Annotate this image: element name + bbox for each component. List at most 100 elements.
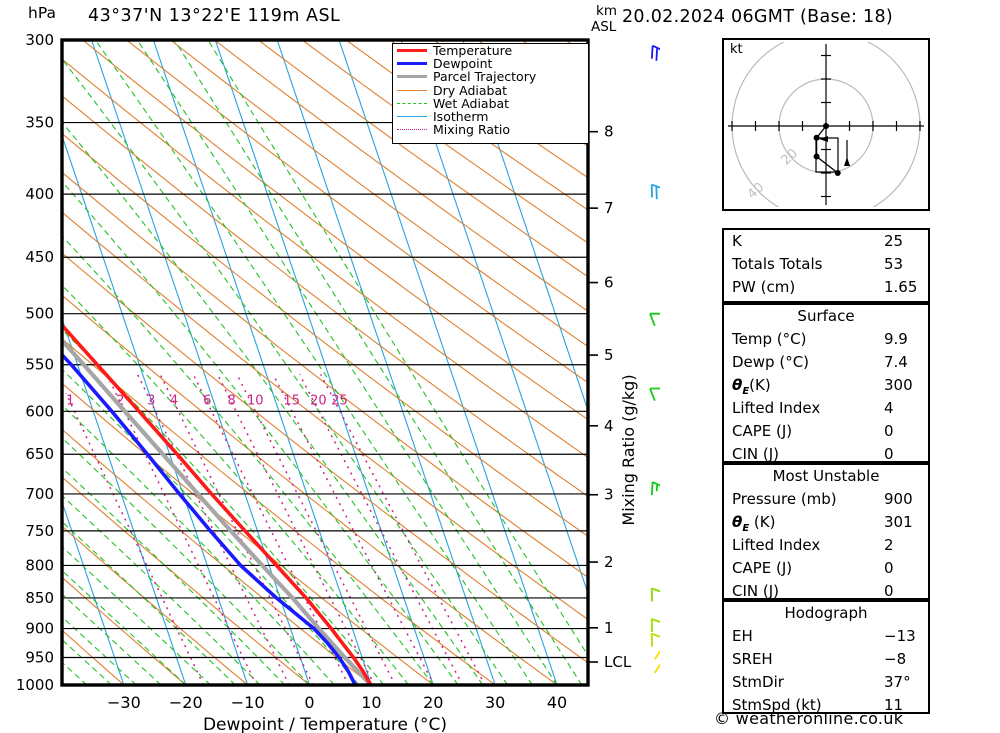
svg-text:700: 700 — [25, 485, 54, 503]
surface-row: θE(K) 300 — [724, 374, 928, 397]
hodograph-stats-panel: Hodograph EH −13 SREH −8 StmDir 37° StmSpd (kt)… — [722, 600, 930, 714]
most-unstable-row-label: Lifted Index — [732, 536, 821, 554]
legend-label: Temperature — [433, 43, 513, 59]
hodograph-row: StmDir 37° — [724, 671, 928, 694]
most-unstable-row: θE (K) 301 — [724, 511, 928, 534]
svg-text:1: 1 — [66, 393, 74, 408]
most-unstable-title: Most Unstable — [772, 467, 880, 485]
pressure-unit-label: hPa — [28, 4, 56, 22]
svg-text:750: 750 — [25, 522, 54, 540]
svg-text:20: 20 — [423, 693, 443, 712]
legend-item: Temperature — [393, 44, 588, 57]
svg-text:Mixing Ratio (g/kg): Mixing Ratio (g/kg) — [619, 374, 638, 525]
svg-text:7: 7 — [604, 199, 614, 217]
hodograph-row-label: StmSpd (kt) — [732, 696, 822, 714]
svg-text:0: 0 — [304, 693, 314, 712]
height-unit-label-line2: ASL — [591, 19, 617, 35]
legend-label: Dewpoint — [433, 56, 493, 72]
svg-text:LCL: LCL — [604, 653, 632, 671]
most-unstable-row-value: 301 — [884, 513, 913, 531]
svg-text:4: 4 — [170, 393, 178, 408]
skewt-chart: 1 2 3 4 6 8 10 15 20 2530035040045050055060065070… — [16, 31, 660, 733]
svg-text:4: 4 — [604, 417, 614, 435]
svg-text:550: 550 — [25, 356, 54, 374]
most-unstable-row-value: 0 — [884, 582, 894, 600]
most-unstable-row-value: 900 — [884, 490, 913, 508]
svg-text:950: 950 — [25, 649, 54, 667]
most-unstable-row-value: 2 — [884, 536, 894, 554]
legend-item: Isotherm — [393, 110, 588, 123]
indices-row: K 25 — [724, 230, 928, 253]
legend-swatch-icon — [397, 102, 427, 104]
legend-swatch-icon — [397, 89, 427, 91]
most-unstable-row-label: Pressure (mb) — [732, 490, 837, 508]
svg-text:3: 3 — [147, 393, 155, 408]
surface-row-value: 7.4 — [884, 353, 908, 371]
hodograph-title: Hodograph — [784, 604, 868, 622]
surface-row-label: θE(K) — [732, 376, 771, 397]
svg-text:8: 8 — [604, 123, 614, 141]
most-unstable-row-label: θE (K) — [732, 513, 776, 534]
surface-row-label: CIN (J) — [732, 445, 780, 463]
legend-swatch-icon — [397, 62, 427, 66]
hodograph-row: SREH −8 — [724, 648, 928, 671]
indices-row-value: 1.65 — [884, 278, 918, 296]
legend-item: Mixing Ratio — [393, 123, 588, 136]
svg-text:450: 450 — [25, 248, 54, 266]
indices-row: Totals Totals 53 — [724, 253, 928, 276]
surface-row-label: Lifted Index — [732, 399, 821, 417]
most-unstable-row: Lifted Index 2 — [724, 534, 928, 557]
surface-row-label: CAPE (J) — [732, 422, 793, 440]
surface-row-value: 300 — [884, 376, 913, 394]
surface-row: Lifted Index 4 — [724, 397, 928, 420]
surface-row-label: Dewp (°C) — [732, 353, 810, 371]
surface-row-label: Temp (°C) — [732, 330, 807, 348]
hodograph-row-label: EH — [732, 627, 753, 645]
svg-text:1: 1 — [604, 619, 614, 637]
page-title: 43°37'N 13°22'E 119m ASL — [88, 6, 341, 26]
most-unstable-row: Pressure (mb) 900 — [724, 488, 928, 511]
svg-text:20: 20 — [310, 393, 327, 408]
svg-text:3: 3 — [604, 486, 614, 504]
svg-text:10: 10 — [361, 693, 381, 712]
svg-text:5: 5 — [604, 346, 614, 364]
indices-row-label: PW (cm) — [732, 278, 796, 296]
surface-panel: Surface Temp (°C) 9.9 Dewp (°C) 7.4 θE(K) 300 L… — [722, 303, 930, 463]
most-unstable-row: CAPE (J) 0 — [724, 557, 928, 580]
most-unstable-row-label: CIN (J) — [732, 582, 780, 600]
svg-text:8: 8 — [228, 393, 236, 408]
svg-text:6: 6 — [203, 393, 211, 408]
svg-text:2: 2 — [116, 393, 124, 408]
indices-row-value: 25 — [884, 232, 904, 250]
most-unstable-panel: Most Unstable Pressure (mb) 900 θE (K) 301 Li… — [722, 463, 930, 600]
legend-swatch-icon — [397, 129, 427, 131]
legend-label: Isotherm — [433, 109, 489, 125]
surface-row: Temp (°C) 9.9 — [724, 328, 928, 351]
hodograph-row-value: 37° — [884, 673, 911, 691]
svg-text:10: 10 — [247, 393, 264, 408]
datetime-label: 20.02.2024 06GMT (Base: 18) — [622, 7, 894, 27]
svg-text:900: 900 — [25, 620, 54, 638]
hodograph-row-label: StmDir — [732, 673, 784, 691]
svg-text:30: 30 — [485, 693, 505, 712]
surface-row-value: 0 — [884, 422, 894, 440]
legend-item: Parcel Trajectory — [393, 70, 588, 83]
svg-text:−20: −20 — [169, 693, 203, 712]
height-unit-label-line1: km — [596, 3, 617, 19]
svg-text:Dewpoint / Temperature (°C): Dewpoint / Temperature (°C) — [203, 715, 447, 733]
indices-panel: K 25 Totals Totals 53 PW (cm) 1.65 — [722, 228, 930, 303]
chart-legend: Temperature Dewpoint Parcel Trajectory Dry … — [392, 43, 589, 144]
svg-text:40: 40 — [745, 180, 767, 202]
legend-label: Mixing Ratio — [433, 122, 511, 138]
legend-swatch-icon — [397, 75, 427, 79]
surface-row: Dewp (°C) 7.4 — [724, 351, 928, 374]
svg-text:500: 500 — [25, 305, 54, 323]
surface-row: CAPE (J) 0 — [724, 420, 928, 443]
surface-row-value: 0 — [884, 445, 894, 463]
surface-row-value: 4 — [884, 399, 894, 417]
legend-swatch-icon — [397, 116, 427, 118]
legend-label: Dry Adiabat — [433, 82, 508, 98]
hodograph-row-value: 11 — [884, 696, 904, 714]
svg-text:400: 400 — [25, 185, 54, 203]
